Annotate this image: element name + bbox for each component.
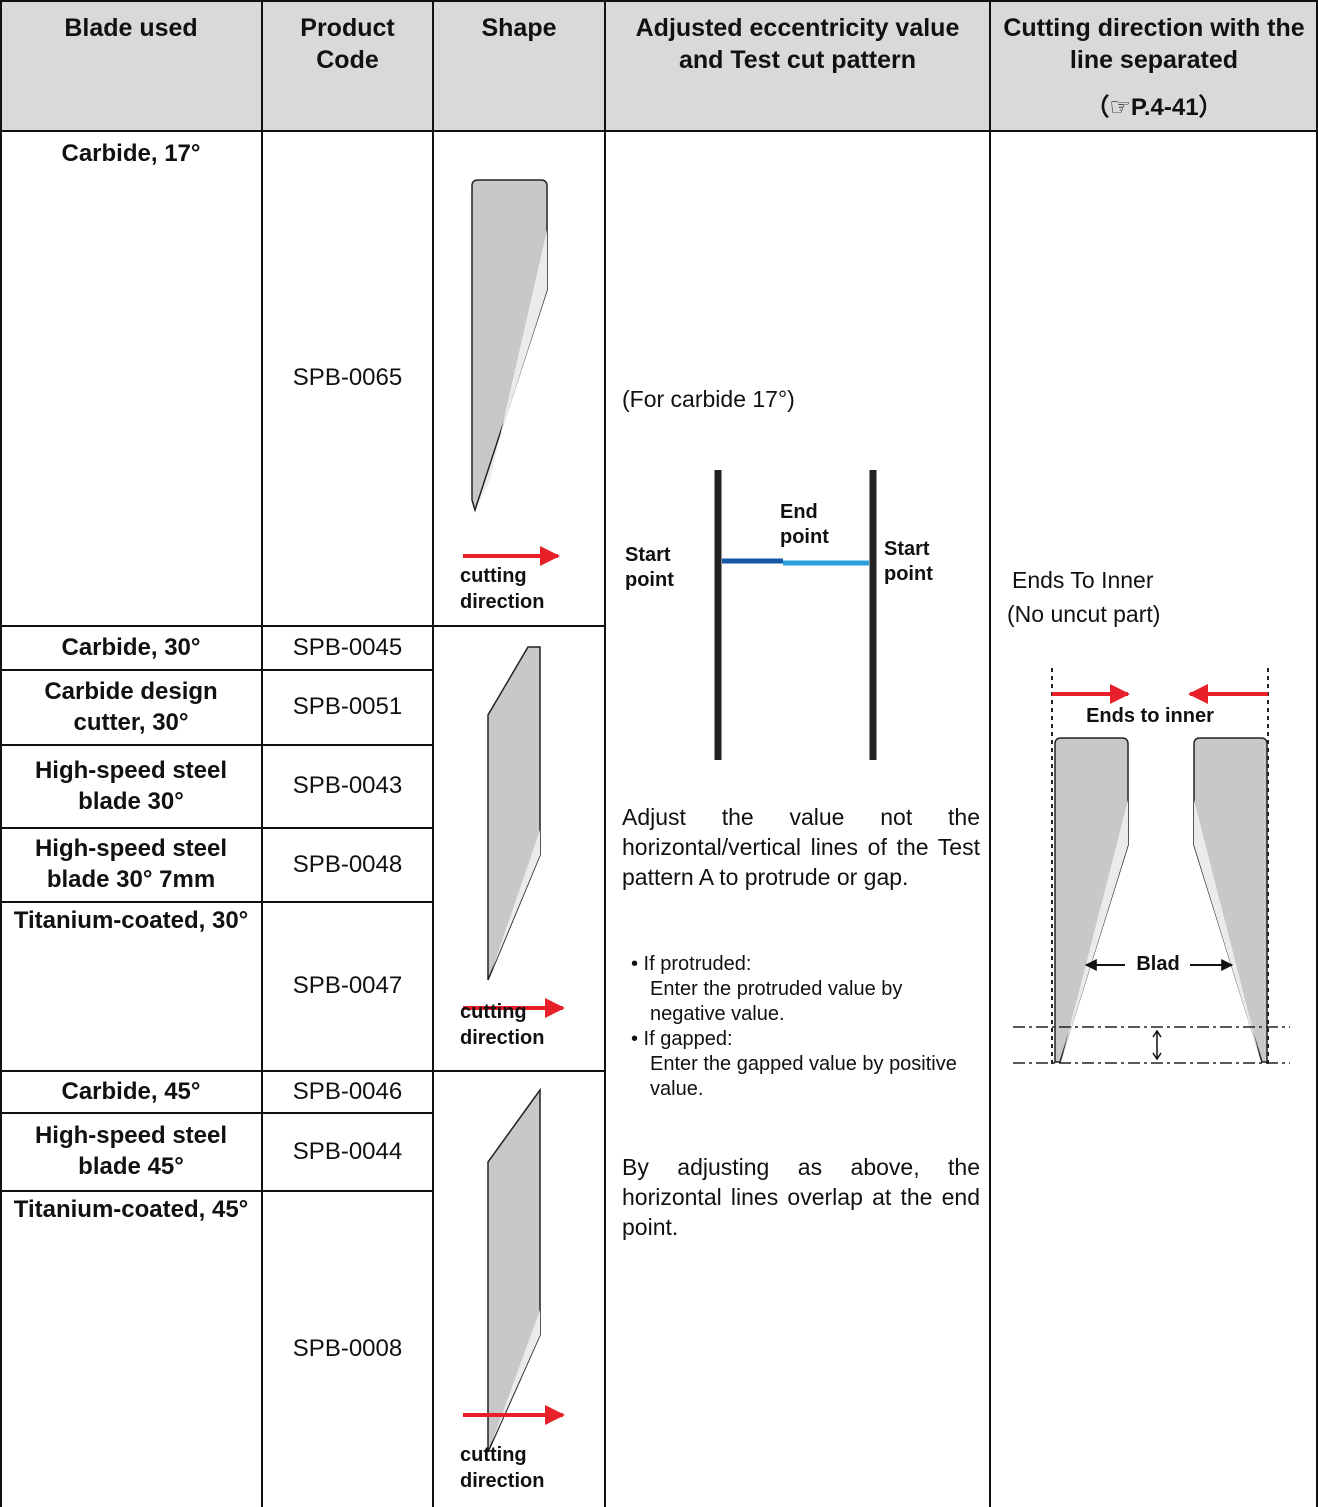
instruction: Adjust the value not the horizontal/vert…	[622, 804, 980, 890]
product-code: SPB-0043	[292, 772, 403, 800]
product-code: SPB-0048	[292, 850, 403, 878]
header-cell: Adjusted eccentricity value and Test cut…	[635, 14, 960, 74]
bullet-text: Enter the protruded value by negative va…	[650, 978, 903, 1025]
pattern-label: Start point	[884, 538, 933, 585]
product-code: SPB-0065	[292, 364, 403, 392]
product-code: SPB-0046	[292, 1077, 403, 1105]
page-reference: （☞P.4-41）	[1085, 93, 1223, 121]
direction-diagram	[1013, 668, 1290, 1065]
shape-caption: cutting direction	[460, 1444, 545, 1492]
blade-name: Carbide, 30°	[61, 633, 201, 661]
direction-title: Ends To Inner	[1012, 567, 1154, 593]
blade-name: Titanium-coated, 30°	[13, 907, 249, 934]
product-code: SPB-0051	[292, 693, 403, 721]
pattern-label: End point	[780, 501, 829, 548]
shape-caption: cutting direction	[460, 565, 545, 613]
blade-name: High-speed steel blade 30°	[34, 756, 228, 815]
blade-name: High-speed steel blade 45°	[34, 1122, 228, 1180]
blade-label: Blad	[1136, 953, 1180, 975]
bullet-label: • If gapped:	[631, 1028, 733, 1050]
blade-name: High-speed steel blade 30° 7mm	[34, 835, 228, 893]
header-cell: Product Code	[300, 14, 395, 74]
blade-name: Carbide, 17°	[61, 140, 201, 167]
header-bg	[0, 0, 1318, 131]
bullet-text: Enter the gapped value by positive value…	[650, 1053, 957, 1100]
bullet-label: • If protruded:	[631, 953, 752, 975]
product-code: SPB-0044	[292, 1137, 403, 1165]
blade-name: Carbide, 45°	[61, 1077, 201, 1105]
product-code: SPB-0045	[292, 633, 403, 661]
header-cell: Shape	[481, 14, 557, 42]
pattern-note: (For carbide 17°)	[622, 386, 795, 412]
cutting-arrows	[463, 546, 565, 1425]
shape-caption: cutting direction	[460, 1001, 545, 1049]
diagram-label: Ends to inner	[1086, 705, 1214, 727]
test-pattern	[714, 470, 877, 760]
product-code: SPB-0008	[292, 1334, 403, 1362]
header-cell: Blade used	[64, 14, 198, 42]
blade-name: Carbide design cutter, 30°	[44, 677, 218, 736]
direction-subtitle: (No uncut part)	[1007, 601, 1161, 627]
result: By adjusting as above, the horizontal li…	[622, 1154, 980, 1240]
blade-name: Titanium-coated, 45°	[13, 1196, 249, 1223]
pattern-label: Start point	[625, 544, 674, 591]
product-code: SPB-0047	[292, 972, 403, 1000]
header-cell: Cutting direction with the line separate…	[1003, 14, 1305, 74]
blade-shapes	[471, 179, 548, 1453]
